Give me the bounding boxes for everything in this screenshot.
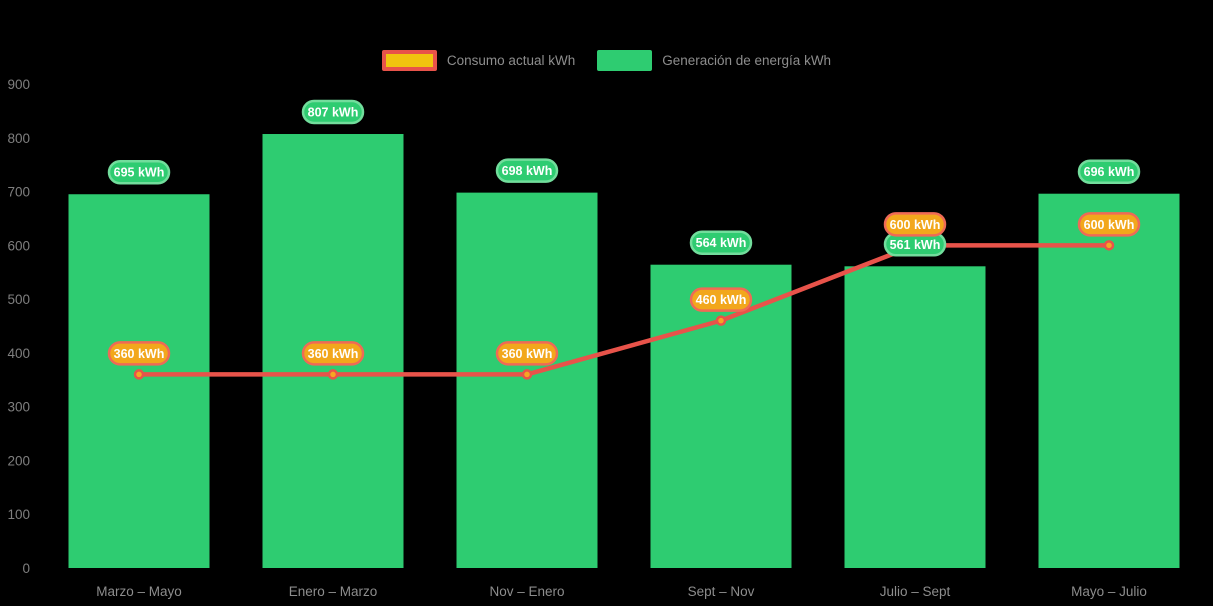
y-axis-tick-label: 300: [7, 400, 30, 415]
x-category-label: Marzo – Mayo: [96, 584, 182, 599]
x-category-label: Enero – Marzo: [289, 584, 378, 599]
line-value-label-pill: [1077, 212, 1141, 237]
y-axis-tick-label: 200: [7, 453, 30, 468]
bar-value-label-text: 561 kWh: [890, 238, 941, 252]
y-axis-tick-label: 800: [7, 131, 30, 146]
line-value-label-text: 360 kWh: [308, 347, 359, 361]
x-category-label: Sept – Nov: [688, 584, 755, 599]
y-axis-tick-label: 700: [7, 185, 30, 200]
y-axis-tick-label: 400: [7, 346, 30, 361]
generation-bar[interactable]: [650, 264, 792, 568]
y-axis-tick-label: 100: [7, 507, 30, 522]
line-point-marker[interactable]: [133, 369, 145, 380]
bar-value-label-text: 564 kWh: [696, 236, 747, 250]
bar-value-label-pill: [495, 158, 559, 183]
generation-bar[interactable]: [68, 194, 210, 568]
y-axis-tick-label: 900: [7, 77, 30, 92]
bar-value-label-pill: [107, 159, 171, 185]
legend-item-generacion-energia[interactable]: Generación de energía kWh: [597, 50, 831, 71]
bar-value-label-text: 695 kWh: [114, 166, 165, 180]
bar-value-label-pill: [689, 230, 753, 255]
generation-bar[interactable]: [1038, 193, 1180, 568]
line-value-label-pill: [107, 341, 171, 366]
bar-value-label-text: 807 kWh: [308, 106, 359, 120]
line-value-label-text: 600 kWh: [890, 218, 941, 232]
line-value-label-text: 360 kWh: [502, 347, 553, 361]
x-category-label: Mayo – Julio: [1071, 584, 1147, 599]
line-point-marker[interactable]: [327, 369, 339, 380]
consumption-line: [136, 243, 1112, 377]
bar-value-label-text: 696 kWh: [1084, 165, 1135, 179]
legend-label-generacion-energia: Generación de energía kWh: [662, 53, 832, 68]
line-point-marker[interactable]: [1103, 240, 1115, 251]
y-axis-tick-label: 0: [22, 561, 30, 576]
y-axis-tick-label: 500: [7, 292, 30, 307]
line-point-marker[interactable]: [521, 369, 533, 380]
legend: Consumo actual kWh Generación de energía…: [0, 50, 1213, 71]
line-value-label-text: 460 kWh: [696, 293, 747, 307]
bar-value-label-text: 698 kWh: [502, 164, 553, 178]
y-axis-tick-label: 600: [7, 238, 30, 253]
legend-swatch-line-icon: [381, 50, 437, 71]
generation-bar[interactable]: [844, 266, 986, 568]
bar-value-label-pill: [301, 99, 365, 125]
x-category-label: Nov – Enero: [489, 584, 564, 599]
legend-label-consumo-actual: Consumo actual kWh: [446, 53, 576, 68]
line-value-label-pill: [883, 212, 947, 237]
line-value-label-pill: [495, 341, 559, 366]
bar-value-label-pill: [1077, 159, 1141, 184]
legend-swatch-bar-icon: [597, 50, 653, 71]
legend-item-consumo-actual[interactable]: Consumo actual kWh: [381, 50, 576, 71]
line-value-label-pill: [301, 341, 365, 366]
x-category-label: Julio – Sept: [880, 584, 951, 599]
line-value-label-text: 360 kWh: [114, 347, 165, 361]
line-value-label-pill: [689, 287, 753, 312]
line-value-label-text: 600 kWh: [1084, 218, 1135, 232]
line-point-marker[interactable]: [715, 315, 727, 326]
generation-bar[interactable]: [456, 192, 598, 568]
